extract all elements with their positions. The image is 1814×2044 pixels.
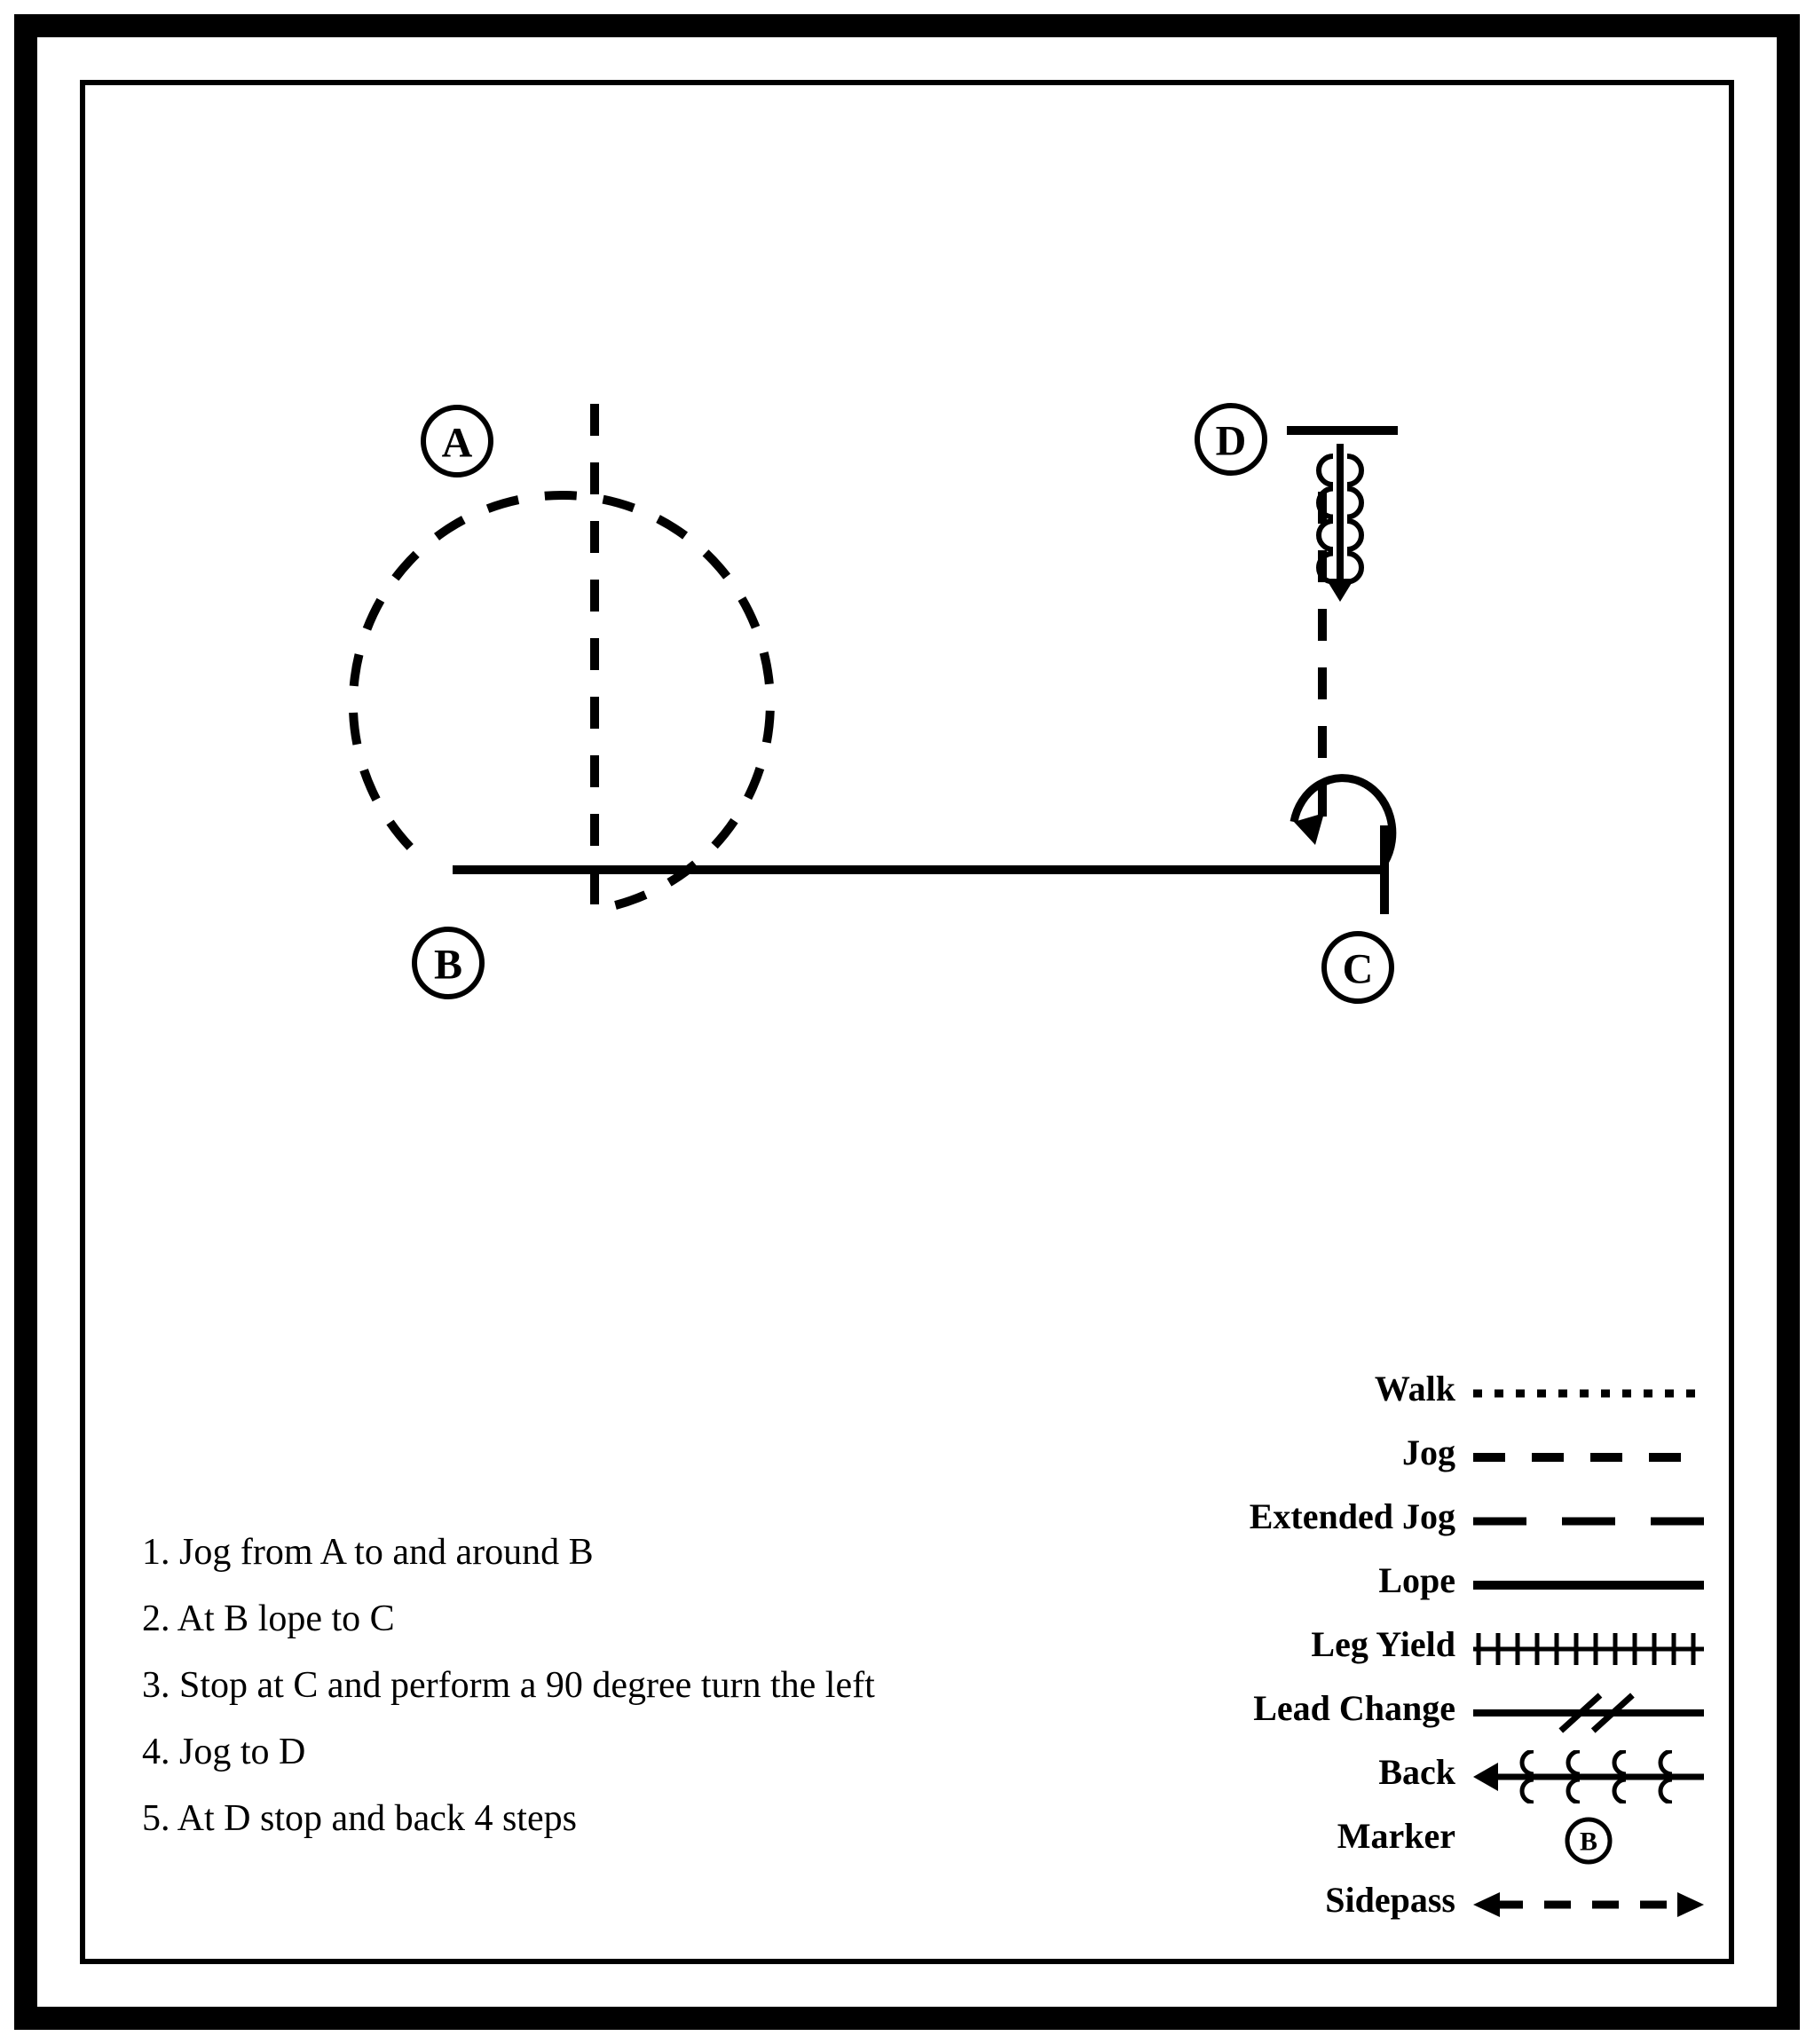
step-2: 2. At B lope to C xyxy=(142,1598,395,1640)
legend-label-leg_yield: Leg Yield xyxy=(1311,1623,1455,1665)
svg-text:B: B xyxy=(1580,1827,1597,1857)
legend-label-sidepass: Sidepass xyxy=(1325,1879,1455,1921)
legend-swatch-lead_change xyxy=(1473,1686,1704,1740)
legend-label-walk: Walk xyxy=(1375,1368,1455,1409)
legend-label-jog: Jog xyxy=(1402,1432,1455,1473)
legend-label-marker: Marker xyxy=(1337,1815,1455,1857)
step-3: 3. Stop at C and perform a 90 degree tur… xyxy=(142,1664,875,1707)
back-hoof-d xyxy=(1347,489,1361,517)
step-4: 4. Jog to D xyxy=(142,1731,305,1773)
legend-swatch-sidepass xyxy=(1473,1878,1704,1931)
legend-swatch-back xyxy=(1473,1750,1704,1803)
legend-label-back: Back xyxy=(1378,1751,1455,1793)
legend-label-extended_jog: Extended Jog xyxy=(1250,1496,1455,1537)
legend-swatch-leg_yield xyxy=(1473,1622,1704,1676)
legend-label-lope: Lope xyxy=(1378,1559,1455,1601)
legend-swatch-marker: B xyxy=(1473,1814,1704,1867)
back-hoof-d xyxy=(1347,521,1361,549)
legend-swatch-extended_jog xyxy=(1473,1495,1704,1548)
page-root: A B C D 1. Jog from A to and around B 2. At … xyxy=(0,0,1814,2044)
back-hoof-d xyxy=(1347,554,1361,582)
marker-label-d: D xyxy=(1216,418,1247,465)
back-hoof-d xyxy=(1319,521,1333,549)
legend-swatch-lope xyxy=(1473,1559,1704,1612)
back-hoof-d xyxy=(1347,456,1361,485)
marker-label-c: C xyxy=(1343,946,1374,993)
legend-swatch-walk xyxy=(1473,1367,1704,1420)
back-hoof-d xyxy=(1319,456,1333,485)
marker-label-b: B xyxy=(434,942,462,989)
legend-swatch-jog xyxy=(1473,1431,1704,1484)
legend-label-lead_change: Lead Change xyxy=(1253,1687,1455,1729)
marker-label-a: A xyxy=(442,420,473,467)
path-jog-a-b xyxy=(353,404,770,910)
step-5: 5. At D stop and back 4 steps xyxy=(142,1797,577,1840)
step-1: 1. Jog from A to and around B xyxy=(142,1531,594,1574)
